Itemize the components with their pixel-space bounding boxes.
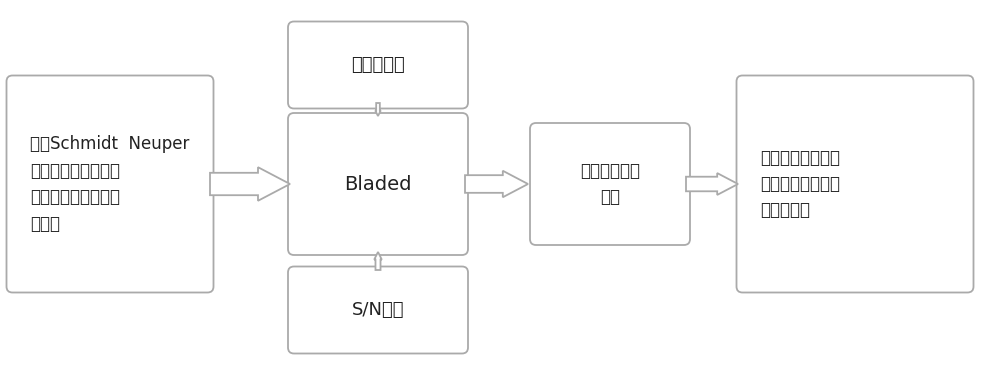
Polygon shape — [375, 103, 381, 116]
Text: 根据Schmidt  Neuper
方法确定螺栓拉力与
外载荷之间三段线函
数关系: 根据Schmidt Neuper 方法确定螺栓拉力与 外载荷之间三段线函 数关系 — [30, 135, 190, 233]
Text: Bladed: Bladed — [344, 174, 412, 194]
FancyBboxPatch shape — [736, 75, 974, 293]
Text: 疲劳载荷谱: 疲劳载荷谱 — [351, 56, 405, 74]
Polygon shape — [465, 171, 528, 197]
FancyBboxPatch shape — [288, 266, 468, 354]
Polygon shape — [210, 167, 290, 201]
FancyBboxPatch shape — [288, 113, 468, 255]
FancyBboxPatch shape — [7, 75, 214, 293]
Text: 求出螺栓等效疲劳
应力，并与许用疲
劳应力对比: 求出螺栓等效疲劳 应力，并与许用疲 劳应力对比 — [761, 149, 840, 219]
Polygon shape — [686, 173, 738, 195]
Polygon shape — [374, 252, 382, 270]
Text: 螺栓等效疲劳
载荷: 螺栓等效疲劳 载荷 — [580, 162, 640, 206]
Text: S/N曲线: S/N曲线 — [352, 301, 404, 319]
FancyBboxPatch shape — [288, 21, 468, 109]
FancyBboxPatch shape — [530, 123, 690, 245]
